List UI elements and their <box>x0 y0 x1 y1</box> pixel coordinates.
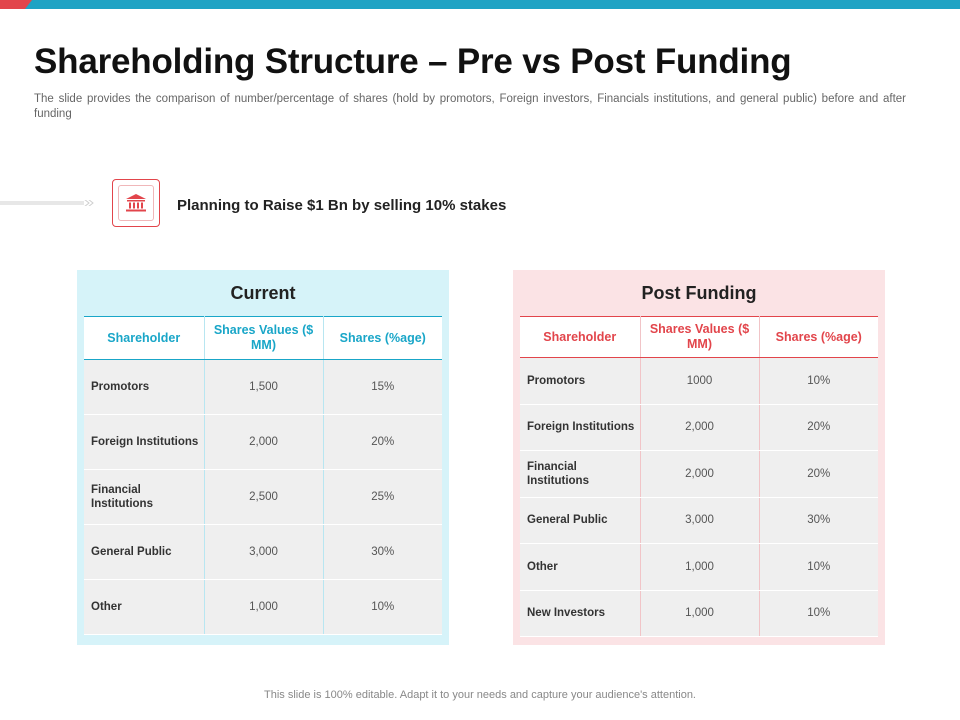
table-row: Promotors 1,500 15% <box>84 359 442 415</box>
slide-title: Shareholding Structure – Pre vs Post Fun… <box>34 42 792 81</box>
value-cell: 3,000 <box>203 524 323 580</box>
shareholder-cell: Financial Institutions <box>84 469 204 525</box>
table-row: Financial Institutions 2,000 20% <box>520 450 878 498</box>
pct-cell: 25% <box>322 469 442 525</box>
pct-cell: 20% <box>322 414 442 470</box>
table-row: Foreign Institutions 2,000 20% <box>520 404 878 451</box>
column-header-shares-pct: Shares (%age) <box>322 316 442 360</box>
value-cell: 1000 <box>639 357 759 405</box>
top-accent-red-tab <box>0 0 32 9</box>
shareholder-cell: Promotors <box>520 357 640 405</box>
table-header-row: Shareholder Shares Values ($ MM) Shares … <box>84 316 442 360</box>
pct-cell: 10% <box>758 590 878 637</box>
slide-subtitle: The slide provides the comparison of num… <box>34 93 906 120</box>
table-header-row: Shareholder Shares Values ($ MM) Shares … <box>520 316 878 358</box>
shareholder-cell: Other <box>84 579 204 635</box>
pct-cell: 20% <box>758 404 878 451</box>
funding-plan-text: Planning to Raise $1 Bn by selling 10% s… <box>177 197 507 214</box>
post-funding-table: Shareholder Shares Values ($ MM) Shares … <box>520 316 878 637</box>
bank-icon <box>126 194 146 212</box>
value-cell: 1,000 <box>203 579 323 635</box>
current-panel: Current Shareholder Shares Values ($ MM)… <box>77 270 449 645</box>
shareholder-cell: General Public <box>84 524 204 580</box>
column-header-shareholder: Shareholder <box>84 316 204 360</box>
table-row: Promotors 1000 10% <box>520 357 878 405</box>
column-header-shares-value: Shares Values ($ MM) <box>203 316 323 360</box>
shareholder-cell: New Investors <box>520 590 640 637</box>
column-header-shares-pct: Shares (%age) <box>758 316 878 358</box>
table-row: New Investors 1,000 10% <box>520 590 878 637</box>
current-table: Shareholder Shares Values ($ MM) Shares … <box>84 316 442 635</box>
shareholder-cell: Foreign Institutions <box>520 404 640 451</box>
shareholder-cell: General Public <box>520 497 640 544</box>
slide-footer-note: This slide is 100% editable. Adapt it to… <box>264 689 696 701</box>
column-header-shares-value: Shares Values ($ MM) <box>639 316 759 358</box>
pct-cell: 20% <box>758 450 878 498</box>
table-row: General Public 3,000 30% <box>84 524 442 580</box>
pct-cell: 30% <box>758 497 878 544</box>
value-cell: 2,500 <box>203 469 323 525</box>
table-row: General Public 3,000 30% <box>520 497 878 544</box>
shareholder-cell: Financial Institutions <box>520 450 640 498</box>
table-row: Other 1,000 10% <box>520 543 878 591</box>
pct-cell: 10% <box>322 579 442 635</box>
post-funding-panel: Post Funding Shareholder Shares Values (… <box>513 270 885 645</box>
shareholder-cell: Promotors <box>84 359 204 415</box>
top-accent-bar <box>0 0 960 9</box>
table-row: Financial Institutions 2,500 25% <box>84 469 442 525</box>
current-panel-title: Current <box>230 283 296 303</box>
arrow-connector-icon <box>0 200 94 206</box>
value-cell: 1,000 <box>639 543 759 591</box>
bank-icon-box <box>112 179 160 227</box>
value-cell: 2,000 <box>203 414 323 470</box>
value-cell: 1,500 <box>203 359 323 415</box>
value-cell: 2,000 <box>639 404 759 451</box>
value-cell: 1,000 <box>639 590 759 637</box>
value-cell: 2,000 <box>639 450 759 498</box>
table-row: Other 1,000 10% <box>84 579 442 635</box>
column-header-shareholder: Shareholder <box>520 316 640 358</box>
table-row: Foreign Institutions 2,000 20% <box>84 414 442 470</box>
pct-cell: 30% <box>322 524 442 580</box>
pct-cell: 10% <box>758 543 878 591</box>
value-cell: 3,000 <box>639 497 759 544</box>
shareholder-cell: Other <box>520 543 640 591</box>
post-funding-panel-title: Post Funding <box>641 283 757 303</box>
pct-cell: 15% <box>322 359 442 415</box>
pct-cell: 10% <box>758 357 878 405</box>
shareholder-cell: Foreign Institutions <box>84 414 204 470</box>
